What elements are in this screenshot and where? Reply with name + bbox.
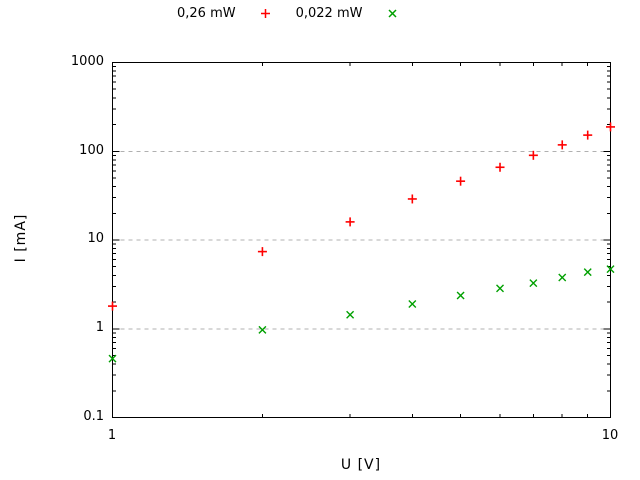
x-tick-label-10: 10 [601,428,619,443]
plus-marker-icon [236,7,296,20]
legend-item-series2: 0,022 mW [296,6,423,21]
x-tick-label-1: 1 [107,428,117,443]
legend-label-series2: 0,022 mW [295,5,363,21]
y-tick-label-10: 10 [87,231,104,246]
legend-label-series1: 0,26 mW [177,5,236,21]
y-tick-label-1: 1 [95,320,104,335]
y-axis-title: I [mA] [13,213,29,263]
legend: 0,26 mW 0,022 mW [177,5,422,21]
cross-marker-icon [362,7,422,20]
x-axis-title: U [V] [340,457,382,473]
legend-item-series1: 0,26 mW [177,6,296,21]
y-tick-label-0-1: 0.1 [83,409,104,424]
y-tick-label-100: 100 [79,143,104,158]
y-tick-label-1000: 1000 [70,54,104,69]
